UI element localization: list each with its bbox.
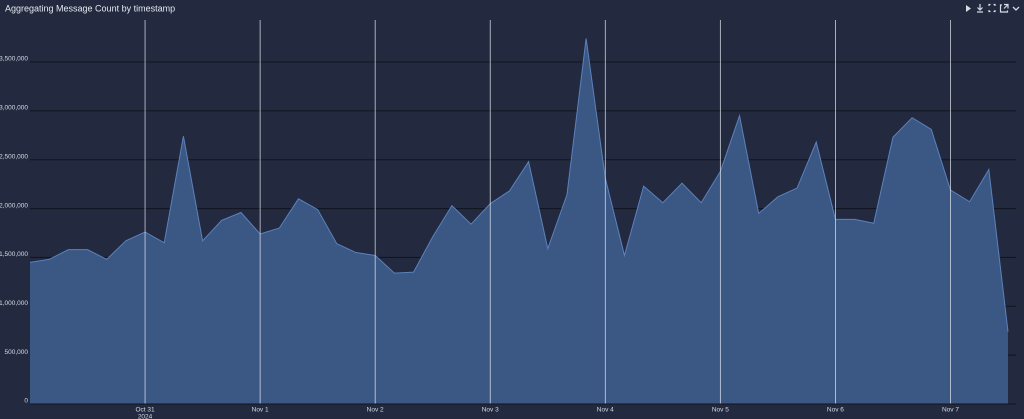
download-button[interactable] (977, 4, 983, 13)
chart-title: Aggregating Message Count by timestamp (5, 3, 175, 13)
play-button[interactable] (966, 5, 971, 12)
x-tick-label: Nov 6 (827, 407, 844, 414)
menu-button[interactable] (1012, 6, 1020, 11)
x-tick-label: Nov 7 (942, 407, 959, 414)
y-tick-label: 1,000,000 (0, 300, 28, 307)
fullscreen-button[interactable] (988, 3, 996, 13)
x-year-label: 2024 (138, 414, 153, 419)
open-button[interactable] (999, 3, 1009, 13)
area (30, 38, 1008, 405)
y-tick-label: 0 (24, 398, 28, 405)
y-tick-label: 3,000,000 (0, 105, 28, 112)
x-tick-label: Nov 3 (482, 407, 499, 414)
x-tick-label: Nov 4 (597, 407, 614, 414)
area-line (29, 38, 1009, 332)
x-tick-label: Oct 31 (135, 407, 155, 414)
y-tick-label: 2,500,000 (0, 153, 28, 160)
y-tick-label: 3,500,000 (0, 56, 28, 63)
y-tick-label: 500,000 (5, 349, 29, 356)
plot (29, 38, 1009, 405)
x-tick-label: Nov 2 (367, 407, 384, 414)
toolbar (966, 3, 1020, 13)
x-tick-label: Nov 1 (252, 407, 269, 414)
y-tick-label: 2,000,000 (0, 202, 28, 209)
x-tick-label: Nov 5 (712, 407, 729, 414)
y-tick-label: 1,500,000 (0, 251, 28, 258)
